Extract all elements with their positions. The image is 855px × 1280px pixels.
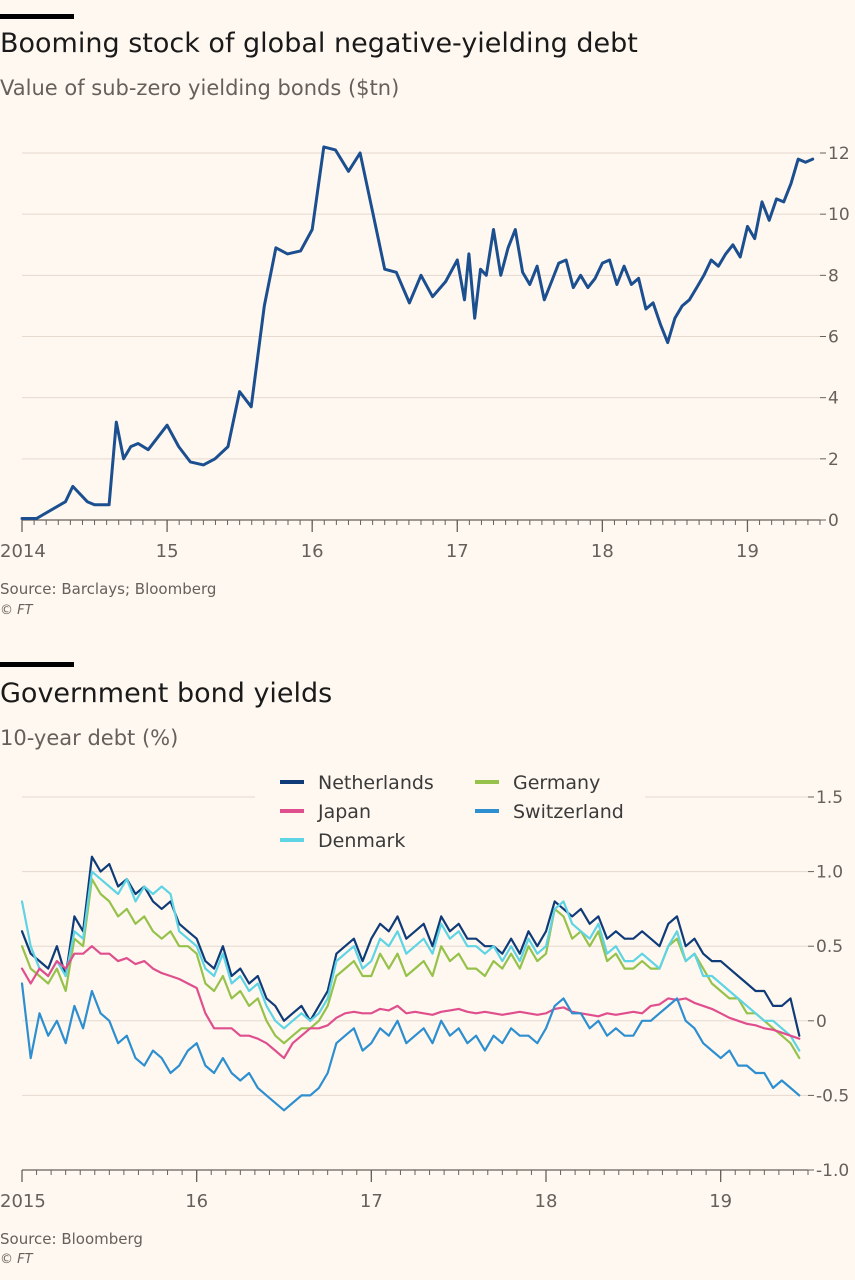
y-tick-label: 0 [816,1012,827,1032]
series-line [20,878,801,1060]
y-tick-label: 1.5 [816,788,843,808]
legend-label: Japan [317,801,371,823]
x-tick-label: 2015 [0,1191,46,1212]
chart-panel-negative-yield-debt: Booming stock of global negative-yieldin… [0,14,850,618]
x-tick-label: 19 [709,1191,732,1212]
x-tick-label: 15 [156,541,179,562]
y-tick-label: 2 [828,450,839,470]
chart-panel-government-bond-yields: Government bond yields 10-year debt (%) … [0,660,855,1280]
x-tick-label: 17 [446,541,469,562]
copyright-note: © FT [0,603,33,618]
x-tick-label: 18 [591,541,614,562]
x-tick-label: 17 [360,1191,383,1212]
series-line [20,870,801,1052]
header-accent-bar [0,14,74,19]
series-line [20,145,815,520]
series-line [20,945,801,1060]
series-line [20,982,801,1112]
y-tick-label: 12 [828,144,850,164]
y-tick-label: -1.0 [816,1161,849,1181]
header-accent-bar [0,662,74,667]
x-tick-label: 19 [736,541,759,562]
y-tick-label: -0.5 [816,1086,849,1106]
legend-label: Germany [513,772,600,794]
chart-subtitle: 10-year debt (%) [0,726,179,750]
legend-background [255,765,645,857]
x-tick-label: 16 [185,1191,208,1212]
copyright-note: © FT [0,1252,33,1267]
series-line [20,855,801,1037]
line-chart-government-bond-yields: -1.0 -0.5 0 0.5 1.0 1.5 2015 16 17 18 19 Netherland… [0,765,849,1212]
y-tick-label: 10 [828,205,850,225]
x-tick-label: 16 [301,541,324,562]
y-tick-label: 4 [828,389,839,409]
chart-title: Booming stock of global negative-yieldin… [0,28,638,59]
y-tick-label: 8 [828,266,839,286]
legend-label: Netherlands [318,772,434,794]
legend-label: Denmark [318,830,405,852]
y-tick-label: 6 [828,328,839,348]
legend-label: Switzerland [513,801,624,823]
y-tick-label: 0.5 [816,937,843,957]
y-tick-label: 1.0 [816,863,843,883]
y-tick-label: 0 [828,511,839,531]
source-note: Source: Bloomberg [0,1230,143,1248]
chart-title: Government bond yields [0,678,333,709]
chart-subtitle: Value of sub-zero yielding bonds ($tn) [0,76,400,100]
x-tick-label: 2014 [0,541,46,562]
line-chart-negative-yield-debt: 0 2 4 6 8 10 12 2014 15 16 17 18 19 [0,144,850,562]
source-note: Source: Barclays; Bloomberg [0,580,217,598]
x-tick-label: 18 [535,1191,558,1212]
